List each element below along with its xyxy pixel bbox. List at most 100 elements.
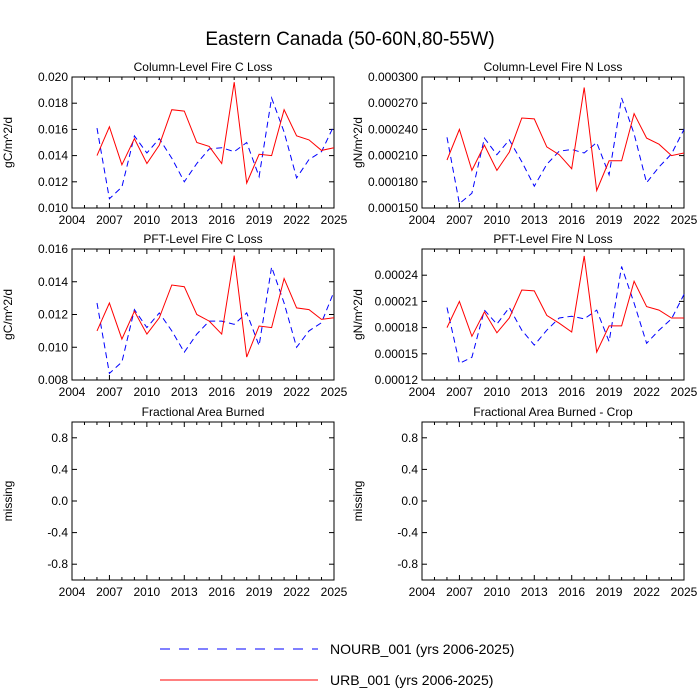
panel-title: PFT-Level Fire C Loss [143,232,262,246]
y-tick-label: 0.8 [401,431,418,445]
y-tick-label: 0.00015 [375,347,419,361]
y-tick-label: 0.016 [38,242,68,256]
x-tick-label: 2010 [484,585,511,599]
x-tick-label: 2013 [171,585,198,599]
y-tick-label: 0.0 [401,494,418,508]
x-tick-label: 2019 [596,213,623,227]
panels: Column-Level Fire C Loss gC/m^2/d 2004 2007… [1,60,698,599]
x-tick-label: 2013 [171,213,198,227]
x-tick-label: 2025 [321,213,348,227]
x-tick-label: 2016 [558,213,585,227]
x-tick-label: 2022 [633,585,660,599]
y-tick-label: -0.8 [397,557,418,571]
y-tick-label: 0.010 [38,201,68,215]
y-tick-label: 0.020 [38,70,68,84]
y-tick-label: 0.0 [51,494,68,508]
y-tick-label: 0.008 [38,373,68,387]
plot-frame [421,248,685,381]
plot-frame [71,76,335,209]
panel-title: Fractional Area Burned [142,405,265,419]
x-tick-label: 2025 [671,585,698,599]
y-tick-label: 0.014 [38,149,68,163]
legend-label-2: URB_001 (yrs 2006-2025) [330,672,493,688]
y-tick-label: 0.00021 [375,294,419,308]
x-tick-label: 2019 [596,385,623,399]
x-tick-label: 2016 [558,385,585,399]
y-tick-label: 0.000150 [368,201,418,215]
x-tick-label: 2004 [59,585,86,599]
x-tick-label: 2019 [596,585,623,599]
series-line-urb-001 [446,87,685,193]
panel-4: PFT-Level Fire N Loss gN/m^2/d 2004 2007 201… [351,232,698,399]
series-line-urb-001 [96,255,335,358]
panel-title: Fractional Area Burned - Crop [473,405,633,419]
x-tick-label: 2004 [409,213,436,227]
x-tick-label: 2007 [446,585,473,599]
x-tick-label: 2007 [96,385,123,399]
y-tick-label: 0.000300 [368,70,418,84]
legend-label-1: NOURB_001 (yrs 2006-2025) [330,641,514,657]
y-tick-label: 0.8 [51,431,68,445]
series-line-nourb-001 [96,266,335,375]
x-tick-label: 2025 [671,213,698,227]
y-axis-label: gC/m^2/d [1,117,15,168]
panel-1: Column-Level Fire C Loss gC/m^2/d 2004 2007… [1,60,348,227]
x-tick-label: 2010 [134,385,161,399]
x-tick-label: 2019 [246,213,273,227]
y-tick-label: -0.4 [47,526,68,540]
x-tick-label: 2007 [96,213,123,227]
y-tick-label: 0.00018 [375,321,419,335]
x-tick-label: 2007 [446,213,473,227]
y-tick-label: 0.4 [401,462,418,476]
series-line-nourb-001 [446,266,685,365]
x-tick-label: 2019 [246,585,273,599]
y-tick-label: 0.012 [38,308,68,322]
y-tick-label: 0.00024 [375,268,419,282]
plot-frame [71,421,335,581]
x-tick-label: 2022 [283,385,310,399]
x-tick-label: 2007 [446,385,473,399]
y-tick-label: -0.4 [397,526,418,540]
plot-frame [421,421,685,581]
x-tick-label: 2016 [208,585,235,599]
x-tick-label: 2022 [633,385,660,399]
series-line-nourb-001 [96,96,335,200]
y-tick-label: 0.000270 [368,96,418,110]
x-tick-label: 2013 [521,385,548,399]
y-tick-label: 0.010 [38,340,68,354]
x-tick-label: 2013 [521,585,548,599]
x-tick-label: 2010 [484,385,511,399]
panel-title: PFT-Level Fire N Loss [493,232,612,246]
x-tick-label: 2025 [321,585,348,599]
x-tick-label: 2013 [521,213,548,227]
x-tick-label: 2016 [208,385,235,399]
x-tick-label: 2016 [208,213,235,227]
panel-3: PFT-Level Fire C Loss gC/m^2/d 2004 2007 201… [1,232,348,399]
x-tick-label: 2016 [558,585,585,599]
plot-frame [71,248,335,381]
y-tick-label: 0.012 [38,175,68,189]
x-tick-label: 2013 [171,385,198,399]
y-tick-label: 0.000210 [368,149,418,163]
x-tick-label: 2010 [484,213,511,227]
y-axis-label: missing [1,481,15,522]
x-tick-label: 2022 [283,213,310,227]
x-tick-label: 2004 [409,385,436,399]
panel-5: Fractional Area Burned missing 2004 2007 201… [1,405,348,599]
x-tick-label: 2025 [321,385,348,399]
x-tick-label: 2004 [59,385,86,399]
x-tick-label: 2010 [134,213,161,227]
y-tick-label: 0.000240 [368,122,418,136]
x-tick-label: 2010 [134,585,161,599]
y-tick-label: 0.016 [38,122,68,136]
y-axis-label: gN/m^2/d [351,117,365,168]
y-axis-label: gC/m^2/d [1,289,15,340]
panel-2: Column-Level Fire N Loss gN/m^2/d 2004 2007… [351,60,698,227]
x-tick-label: 2025 [671,385,698,399]
y-tick-label: 0.00012 [375,373,419,387]
x-tick-label: 2022 [283,585,310,599]
series-line-nourb-001 [446,97,685,205]
y-axis-label: missing [351,481,365,522]
y-tick-label: -0.8 [47,557,68,571]
